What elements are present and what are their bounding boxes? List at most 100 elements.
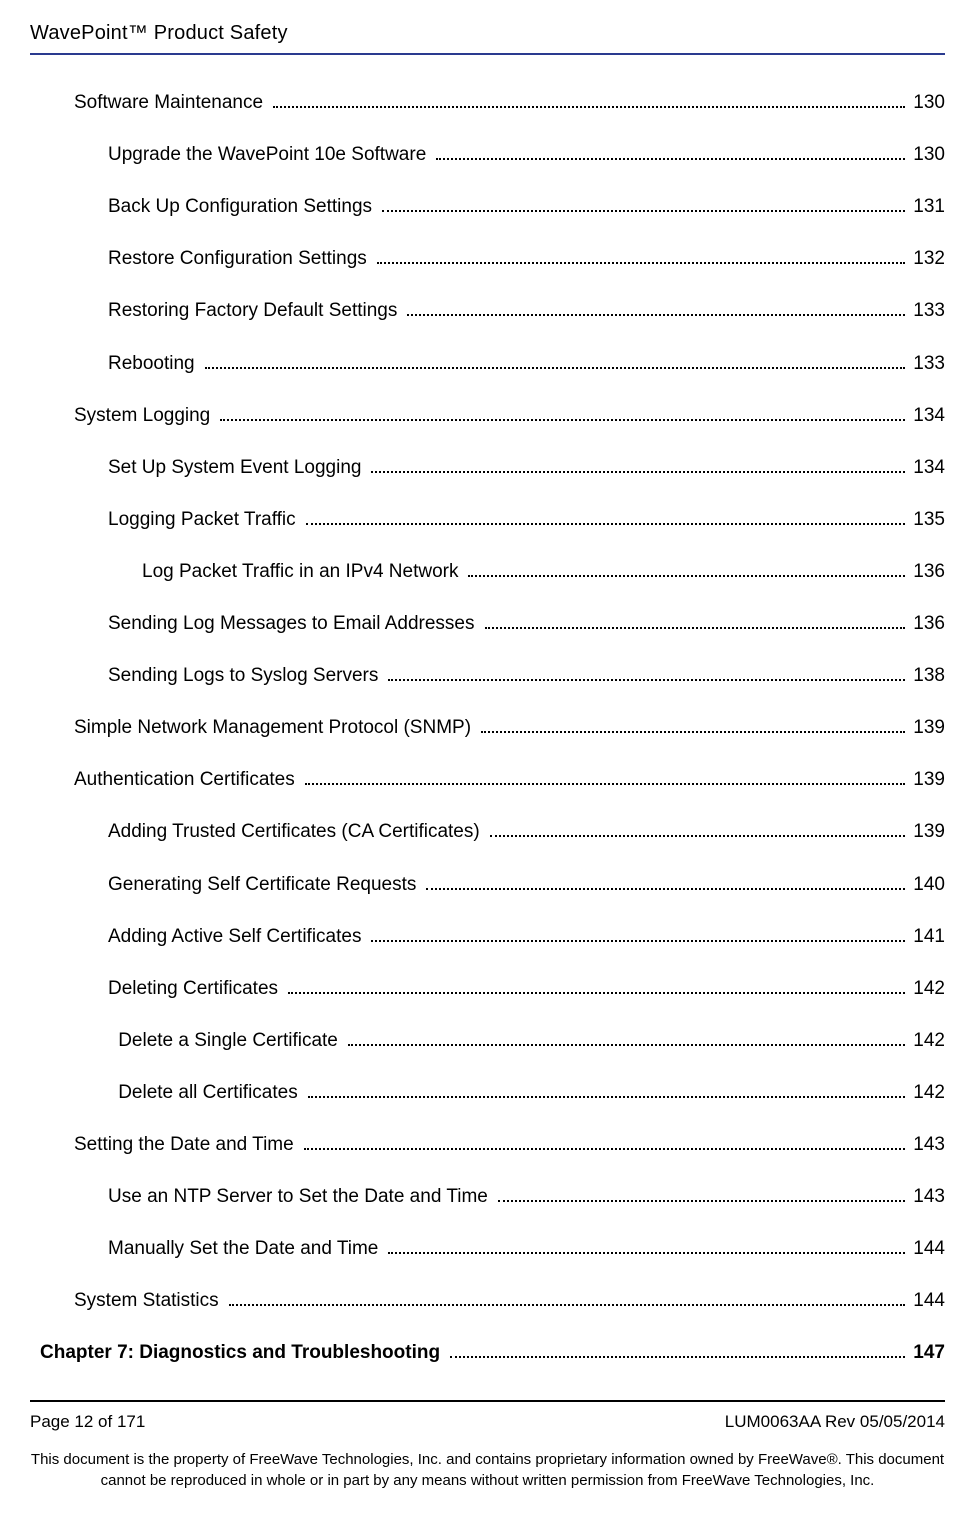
toc-dot-leader xyxy=(377,245,906,264)
toc-dot-leader xyxy=(229,1287,906,1306)
toc-entry[interactable]: Restore Configuration Settings 132 xyxy=(30,245,945,270)
toc-entry-label: Set Up System Event Logging xyxy=(108,457,367,479)
toc-entry-page: 134 xyxy=(909,405,945,427)
toc-entry-label: System Statistics xyxy=(74,1290,225,1312)
toc-entry[interactable]: Back Up Configuration Settings 131 xyxy=(30,193,945,218)
toc-entry-page: 132 xyxy=(909,248,945,270)
toc-entry[interactable]: Restoring Factory Default Settings 133 xyxy=(30,297,945,322)
toc-entry-label: Deleting Certificates xyxy=(108,978,284,1000)
toc-entry-page: 143 xyxy=(909,1134,945,1156)
toc-entry[interactable]: Simple Network Management Protocol (SNMP… xyxy=(30,714,945,739)
toc-dot-leader xyxy=(426,870,905,889)
toc-dot-leader xyxy=(481,714,905,733)
toc-entry-page: 133 xyxy=(909,300,945,322)
toc-entry-label: Setting the Date and Time xyxy=(74,1134,300,1156)
toc-entry-label: Sending Logs to Syslog Servers xyxy=(108,665,384,687)
toc-entry[interactable]: System Logging 134 xyxy=(30,402,945,427)
toc-dot-leader xyxy=(348,1027,905,1046)
toc-entry-page: 134 xyxy=(909,457,945,479)
toc-entry-label: Adding Active Self Certificates xyxy=(108,926,367,948)
toc-entry-page: 139 xyxy=(909,821,945,843)
toc-dot-leader xyxy=(436,141,905,160)
toc-entry[interactable]: Generating Self Certificate Requests 140 xyxy=(30,870,945,895)
toc-entry[interactable]: Adding Trusted Certificates (CA Certific… xyxy=(30,818,945,843)
toc-entry[interactable]: Use an NTP Server to Set the Date and Ti… xyxy=(30,1183,945,1208)
toc-entry[interactable]: Log Packet Traffic in an IPv4 Network 136 xyxy=(30,558,945,583)
toc-entry[interactable]: Upgrade the WavePoint 10e Software130 xyxy=(30,141,945,166)
toc-dot-leader xyxy=(305,766,906,785)
toc-dot-leader xyxy=(371,923,905,942)
toc-entry-page: 135 xyxy=(909,509,945,531)
toc-entry[interactable]: Software Maintenance 130 xyxy=(30,89,945,114)
toc-entry-page: 141 xyxy=(909,926,945,948)
toc-entry-label: System Logging xyxy=(74,405,216,427)
toc-entry-label: Chapter 7: Diagnostics and Troubleshooti… xyxy=(40,1342,446,1364)
toc-dot-leader xyxy=(485,610,906,629)
toc-entry-label: Simple Network Management Protocol (SNMP… xyxy=(74,717,477,739)
toc-entry[interactable]: Sending Log Messages to Email Addresses 1… xyxy=(30,610,945,635)
toc-entry-page: 140 xyxy=(909,874,945,896)
toc-entry-page: 144 xyxy=(909,1290,945,1312)
toc-entry-label: Upgrade the WavePoint 10e Software xyxy=(108,144,432,166)
page-root: WavePoint™ Product Safety Software Maint… xyxy=(0,0,975,1519)
toc-dot-leader xyxy=(371,454,905,473)
toc-entry-page: 131 xyxy=(909,196,945,218)
toc-dot-leader xyxy=(306,506,906,525)
toc-entry-page: 139 xyxy=(909,717,945,739)
toc-dot-leader xyxy=(388,1235,905,1254)
toc-entry[interactable]: Adding Active Self Certificates 141 xyxy=(30,923,945,948)
toc-entry-page: 136 xyxy=(909,613,945,635)
toc-entry-page: 133 xyxy=(909,353,945,375)
toc-entry[interactable]: Deleting Certificates 142 xyxy=(30,975,945,1000)
footer-page-num: Page 12 of 171 xyxy=(30,1412,145,1432)
toc-entry[interactable]: Delete a Single Certificate142 xyxy=(30,1027,945,1052)
toc-entry-label: Adding Trusted Certificates (CA Certific… xyxy=(108,821,486,843)
toc-entry-label: Delete all Certificates xyxy=(118,1082,304,1104)
toc-entry-page: 139 xyxy=(909,769,945,791)
toc-dot-leader xyxy=(490,818,906,837)
toc-dot-leader xyxy=(450,1339,905,1358)
toc-entry-label: Logging Packet Traffic xyxy=(108,509,302,531)
toc-entry-label: Use an NTP Server to Set the Date and Ti… xyxy=(108,1186,494,1208)
toc-entry[interactable]: Sending Logs to Syslog Servers 138 xyxy=(30,662,945,687)
toc-dot-leader xyxy=(205,349,906,368)
toc-dot-leader xyxy=(304,1131,906,1150)
toc-dot-leader xyxy=(273,89,905,108)
footer-line: Page 12 of 171 LUM0063AA Rev 05/05/2014 xyxy=(0,1402,975,1432)
toc-entry[interactable]: Chapter 7: Diagnostics and Troubleshooti… xyxy=(30,1339,945,1364)
toc-entry[interactable]: Logging Packet Traffic 135 xyxy=(30,506,945,531)
toc-dot-leader xyxy=(220,402,905,421)
toc-dot-leader xyxy=(288,975,905,994)
toc-entry-page: 142 xyxy=(909,1082,945,1104)
toc-entry-label: Rebooting xyxy=(108,353,201,375)
toc-entry[interactable]: Delete all Certificates 142 xyxy=(30,1079,945,1104)
toc-entry[interactable]: Setting the Date and Time 143 xyxy=(30,1131,945,1156)
toc-dot-leader xyxy=(407,297,905,316)
toc-dot-leader xyxy=(498,1183,905,1202)
toc-entry-label: Sending Log Messages to Email Addresses xyxy=(108,613,481,635)
toc-entry-label: Log Packet Traffic in an IPv4 Network xyxy=(142,561,464,583)
toc-entry[interactable]: Authentication Certificates139 xyxy=(30,766,945,791)
toc-entry[interactable]: Manually Set the Date and Time144 xyxy=(30,1235,945,1260)
toc-entry-label: Back Up Configuration Settings xyxy=(108,196,378,218)
toc-entry[interactable]: Set Up System Event Logging 134 xyxy=(30,454,945,479)
toc-entry-label: Restoring Factory Default Settings xyxy=(108,300,403,322)
toc-entry[interactable]: Rebooting 133 xyxy=(30,349,945,374)
toc-entry-label: Manually Set the Date and Time xyxy=(108,1238,384,1260)
toc-entry-page: 142 xyxy=(909,978,945,1000)
toc-entry[interactable]: System Statistics 144 xyxy=(30,1287,945,1312)
toc-entry-label: Restore Configuration Settings xyxy=(108,248,373,270)
toc-entry-page: 143 xyxy=(909,1186,945,1208)
toc-entry-page: 147 xyxy=(909,1342,945,1364)
footer-legal: This document is the property of FreeWav… xyxy=(0,1432,975,1519)
toc-entry-label: Software Maintenance xyxy=(74,92,269,114)
toc-entry-page: 130 xyxy=(909,92,945,114)
toc-entry-page: 136 xyxy=(909,561,945,583)
toc-entry-label: Generating Self Certificate Requests xyxy=(108,874,422,896)
toc-dot-leader xyxy=(308,1079,906,1098)
toc-entry-page: 138 xyxy=(909,665,945,687)
toc-entry-page: 142 xyxy=(909,1030,945,1052)
footer-revision: LUM0063AA Rev 05/05/2014 xyxy=(725,1412,945,1432)
page-title: WavePoint™ Product Safety xyxy=(0,0,975,45)
toc-dot-leader xyxy=(388,662,905,681)
